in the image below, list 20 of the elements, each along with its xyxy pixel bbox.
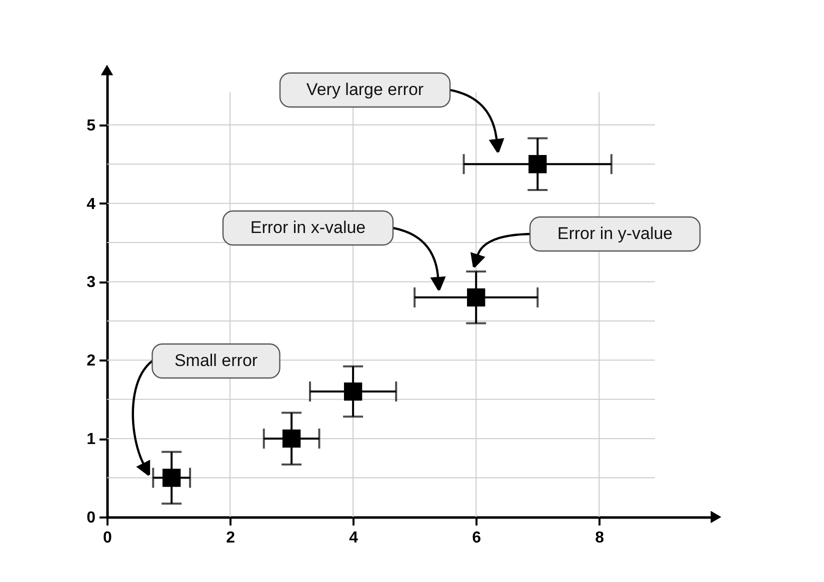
annotation: Error in y-value [557,224,673,243]
point [528,155,547,174]
x-tick-label: 2 [226,530,236,546]
x-tick-label: 0 [103,530,112,546]
x-tick-label: 8 [595,530,604,546]
y-tick-label: 0 [86,510,96,526]
point [162,468,181,487]
annotation: Very large error [306,80,424,99]
annotation: Error in x-value [250,218,366,237]
point [282,429,301,448]
point [467,288,486,307]
y-tick-label: 1 [86,431,96,448]
point [344,382,362,401]
x-tick-label: 6 [472,530,482,546]
annotation: Small error [174,351,258,370]
y-tick-label: 4 [86,196,96,213]
y-tick-label: 5 [86,117,96,134]
y-tick-label: 3 [86,274,96,292]
y-tick-label: 2 [86,352,96,370]
x-tick-label: 4 [349,530,358,546]
